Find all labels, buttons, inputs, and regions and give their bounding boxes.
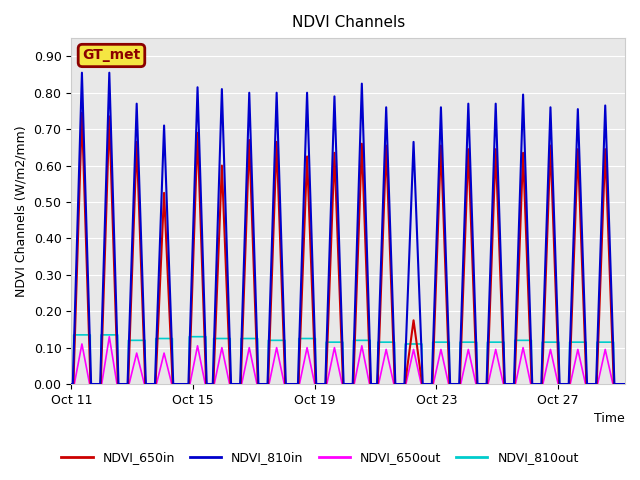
NDVI_650out	[106, 334, 113, 339]
NDVI_650out	[621, 381, 628, 387]
Line: NDVI_650in: NDVI_650in	[71, 113, 625, 384]
NDVI_810in	[106, 70, 113, 75]
NDVI_650in	[351, 319, 359, 325]
NDVI_810out	[351, 337, 359, 343]
NDVI_650in	[105, 129, 113, 134]
NDVI_810in	[317, 381, 325, 387]
NDVI_650out	[67, 381, 75, 387]
NDVI_650out	[105, 337, 113, 343]
Line: NDVI_650out: NDVI_650out	[71, 336, 625, 384]
NDVI_810out	[166, 336, 173, 341]
Text: GT_met: GT_met	[83, 48, 141, 62]
NDVI_810out	[317, 381, 325, 387]
NDVI_810out	[265, 337, 273, 343]
NDVI_810in	[105, 88, 113, 94]
NDVI_810out	[70, 332, 77, 338]
NDVI_810in	[444, 320, 452, 326]
Title: NDVI Channels: NDVI Channels	[291, 15, 404, 30]
NDVI_650out	[444, 379, 452, 384]
NDVI_650out	[351, 375, 359, 381]
NDVI_810out	[621, 381, 628, 387]
NDVI_810out	[444, 339, 452, 345]
NDVI_810out	[67, 381, 75, 387]
NDVI_650out	[265, 381, 273, 387]
NDVI_650in	[621, 381, 628, 387]
NDVI_810out	[105, 332, 113, 338]
NDVI_650in	[444, 342, 452, 348]
NDVI_650in	[265, 364, 273, 370]
Text: Time: Time	[595, 412, 625, 425]
NDVI_650out	[166, 374, 173, 380]
Legend: NDVI_650in, NDVI_810in, NDVI_650out, NDVI_810out: NDVI_650in, NDVI_810in, NDVI_650out, NDV…	[56, 446, 584, 469]
Line: NDVI_810out: NDVI_810out	[71, 335, 625, 384]
NDVI_650in	[166, 320, 173, 325]
NDVI_650out	[317, 381, 325, 387]
Y-axis label: NDVI Channels (W/m2/mm): NDVI Channels (W/m2/mm)	[15, 125, 28, 297]
NDVI_650in	[78, 110, 86, 116]
NDVI_650in	[67, 381, 75, 387]
Line: NDVI_810in: NDVI_810in	[71, 72, 625, 384]
NDVI_810in	[166, 287, 173, 292]
NDVI_810in	[621, 381, 628, 387]
NDVI_810in	[351, 289, 359, 295]
NDVI_810in	[67, 381, 75, 387]
NDVI_810in	[265, 342, 273, 348]
NDVI_650in	[317, 381, 325, 387]
